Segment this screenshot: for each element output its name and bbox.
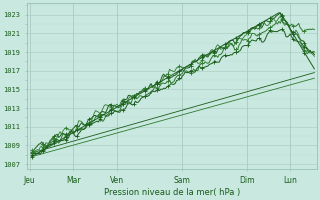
X-axis label: Pression niveau de la mer( hPa ): Pression niveau de la mer( hPa ): [104, 188, 240, 197]
